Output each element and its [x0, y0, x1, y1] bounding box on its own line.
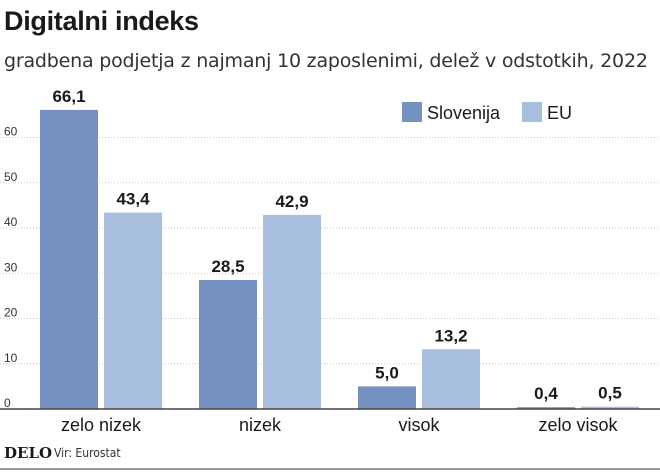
y-tick-label: 50 — [4, 170, 18, 184]
y-tick-label: 30 — [4, 260, 18, 274]
data-label: 13,2 — [434, 326, 467, 345]
legend-swatch-eu — [522, 102, 542, 122]
publisher-logo: DELO — [4, 444, 53, 462]
x-tick-label: nizek — [239, 415, 282, 435]
bar-eu — [104, 212, 162, 409]
data-label: 0,4 — [534, 384, 558, 403]
bar-chart: 0 10 20 30 40 50 60 66,1 43,4 zelo nizek 28,5 42,9 n… — [0, 87, 660, 435]
bar-slovenija — [199, 280, 257, 409]
data-label: 5,0 — [375, 363, 399, 382]
x-tick-label: zelo visok — [538, 415, 618, 435]
data-label: 66,1 — [52, 87, 85, 106]
bar-slovenija — [40, 109, 98, 410]
bottom-divider — [0, 468, 660, 470]
bar-eu — [581, 406, 639, 409]
data-label: 42,9 — [275, 192, 308, 211]
data-label: 0,5 — [598, 384, 622, 403]
chart-subtitle: gradbena podjetja z najmanj 10 zaposleni… — [4, 50, 648, 72]
legend-label: EU — [547, 103, 572, 123]
source-note: Vir: Eurostat — [54, 446, 121, 460]
y-tick-label: 20 — [4, 306, 18, 320]
bar-eu — [263, 214, 321, 409]
chart-title: Digitalni indeks — [4, 6, 199, 36]
x-tick-label: visok — [398, 415, 440, 435]
bar-eu — [422, 349, 480, 409]
bar-slovenija — [517, 407, 575, 409]
data-label: 28,5 — [211, 257, 244, 276]
y-tick-label: 10 — [4, 351, 18, 365]
y-tick-label: 60 — [4, 125, 18, 139]
y-tick-label: 40 — [4, 215, 18, 229]
y-tick-label: 0 — [4, 396, 11, 410]
legend-label: Slovenija — [427, 103, 501, 123]
data-label: 43,4 — [116, 190, 150, 209]
x-tick-label: zelo nizek — [61, 415, 142, 435]
legend-swatch-slovenija — [402, 102, 422, 122]
bar-slovenija — [358, 386, 416, 409]
